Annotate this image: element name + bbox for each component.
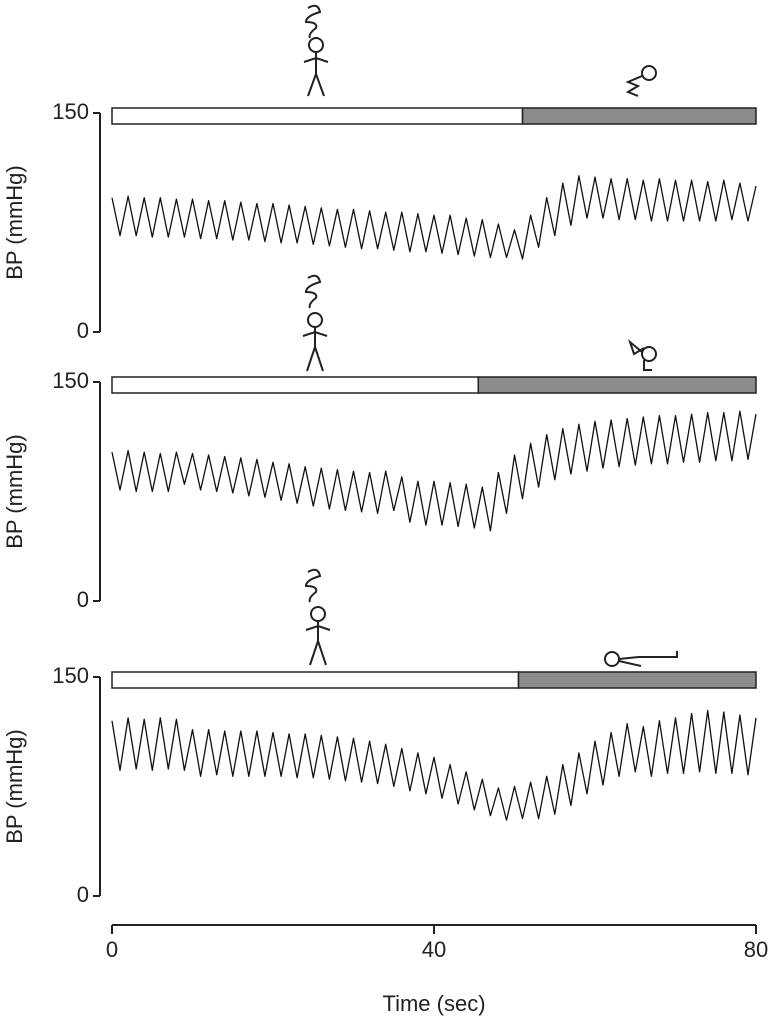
y-axis-label: BP (mmHg) [2,434,27,549]
x-tick-label: 40 [422,937,446,962]
y-tick-label: 150 [52,663,89,688]
phase-bar [111,671,520,689]
standing-icon [302,274,328,372]
bp-trace [111,410,757,532]
standing-icon [304,568,331,666]
standing-icon [303,4,329,97]
posture-icons [302,4,678,667]
x-axis-label: Time (sec) [382,991,485,1016]
y-tick-label: 150 [52,99,89,124]
supine-icon [604,651,678,667]
phase-bar [477,376,757,394]
y-axis-label: BP (mmHg) [2,165,27,280]
y-tick-label: 0 [77,318,89,343]
phase-bar [521,107,757,125]
bp-trace [111,709,757,821]
phase-bar [111,376,480,394]
bend-icon [627,338,657,371]
x-tick-label: 0 [106,937,118,962]
y-tick-label: 150 [52,368,89,393]
y-tick-label: 0 [77,587,89,612]
phase-bar [111,107,524,125]
x-tick-label: 80 [744,937,768,962]
phase-bar [517,671,757,689]
y-tick-label: 0 [77,882,89,907]
squat-icon [625,65,657,97]
y-axis-label: BP (mmHg) [2,729,27,844]
bp-trace [111,175,757,260]
